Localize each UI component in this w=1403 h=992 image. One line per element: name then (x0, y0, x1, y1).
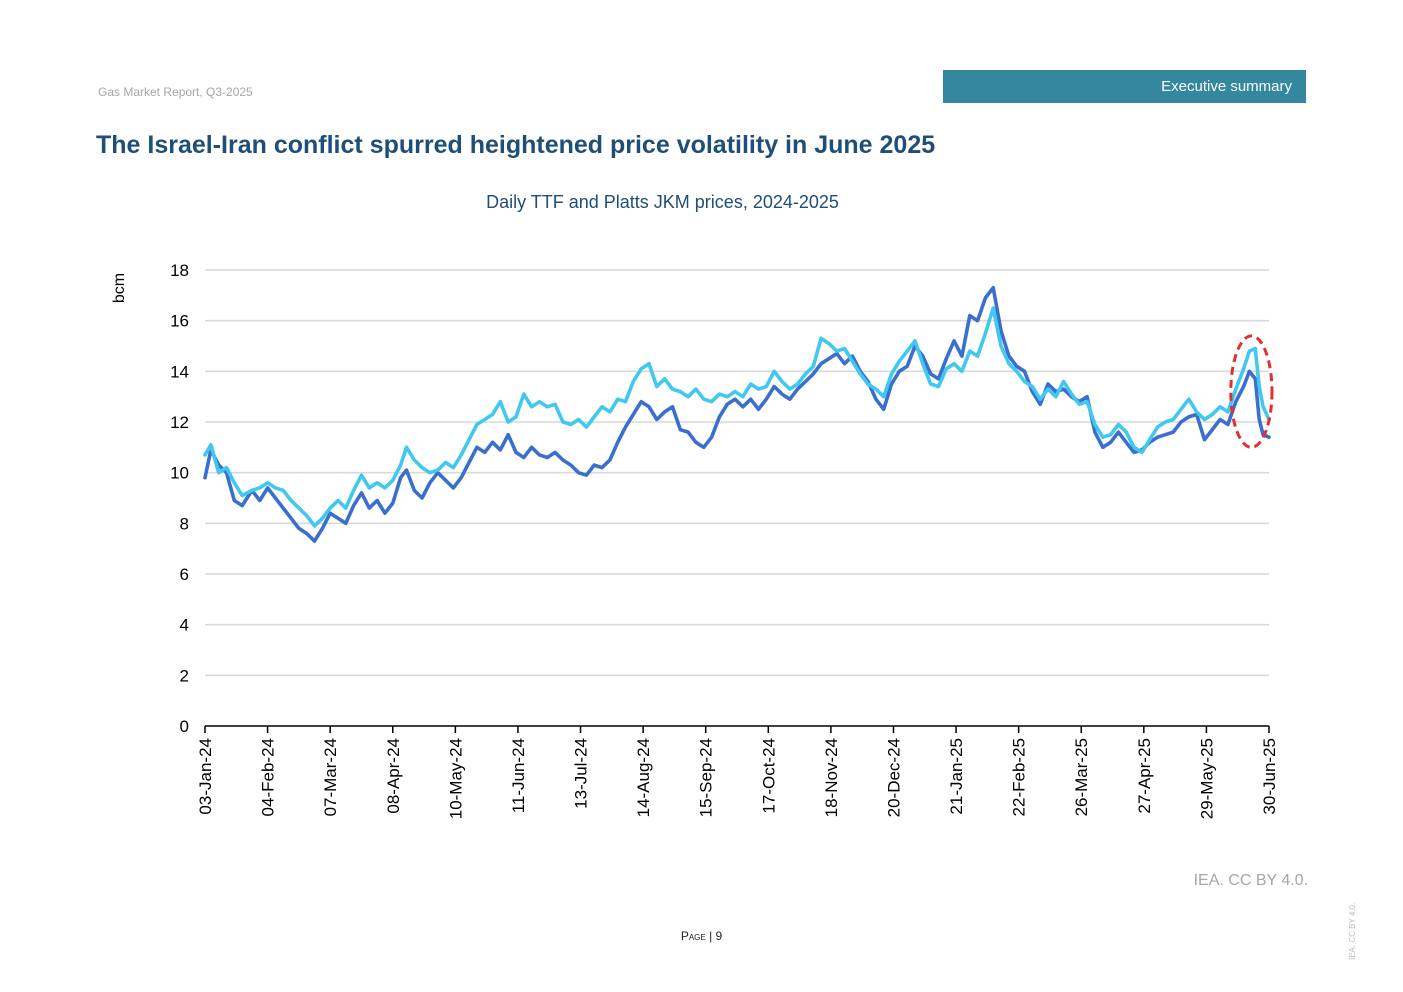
x-tick-label: 13-Jul-24 (572, 738, 591, 809)
x-tick-label: 10-May-24 (446, 738, 465, 819)
y-tick-label: 8 (180, 514, 189, 533)
x-tick-label: 21-Jan-25 (947, 738, 966, 815)
x-tick-label: 18-Nov-24 (822, 738, 841, 817)
x-tick-label: 11-Jun-24 (509, 738, 528, 813)
x-tick-label: 17-Oct-24 (759, 738, 778, 814)
y-tick-label: 6 (180, 565, 189, 584)
series-line-1 (203, 285, 1271, 543)
x-tick-label: 27-Apr-25 (1135, 738, 1154, 814)
y-tick-label: 12 (170, 413, 189, 432)
x-tick-label: 08-Apr-24 (384, 738, 403, 814)
chart-title: Daily TTF and Platts JKM prices, 2024-20… (486, 192, 839, 212)
x-tick-label: 07-Mar-24 (321, 738, 340, 816)
page-headline: The Israel-Iran conflict spurred heighte… (96, 131, 936, 159)
y-tick-label: 2 (180, 666, 189, 685)
x-tick-label: 26-Mar-25 (1072, 738, 1091, 816)
x-tick-label: 15-Sep-24 (697, 738, 716, 817)
x-tick-label: 03-Jan-24 (196, 738, 215, 815)
y-axis-label: bcm (111, 273, 128, 303)
y-tick-label: 16 (170, 312, 189, 331)
x-tick-label: 14-Aug-24 (634, 738, 653, 817)
series-line-2 (203, 306, 1271, 528)
x-tick-label: 20-Dec-24 (884, 738, 903, 817)
vertical-license-credit: IEA. CC BY 4.0. (1348, 902, 1357, 960)
x-tick-label: 04-Feb-24 (259, 738, 278, 816)
y-tick-label: 4 (180, 616, 189, 635)
y-tick-label: 18 (170, 261, 189, 280)
license-credit: IEA. CC BY 4.0. (1193, 872, 1308, 889)
y-tick-label: 10 (170, 464, 189, 483)
x-tick-label: 29-May-25 (1197, 738, 1216, 819)
page-label: Page (680, 929, 706, 943)
volatility-highlight-ellipse (1229, 334, 1274, 449)
section-tab[interactable]: Executive summary (943, 70, 1306, 103)
x-tick-label: 22-Feb-25 (1010, 738, 1029, 816)
page-number: Page | 9 (0, 929, 1403, 943)
page-number-value: | 9 (709, 929, 723, 943)
y-tick-label: 14 (170, 362, 189, 381)
y-tick-label: 0 (180, 717, 189, 736)
report-name: Gas Market Report, Q3-2025 (98, 85, 253, 99)
x-tick-label: 30-Jun-25 (1260, 738, 1279, 815)
